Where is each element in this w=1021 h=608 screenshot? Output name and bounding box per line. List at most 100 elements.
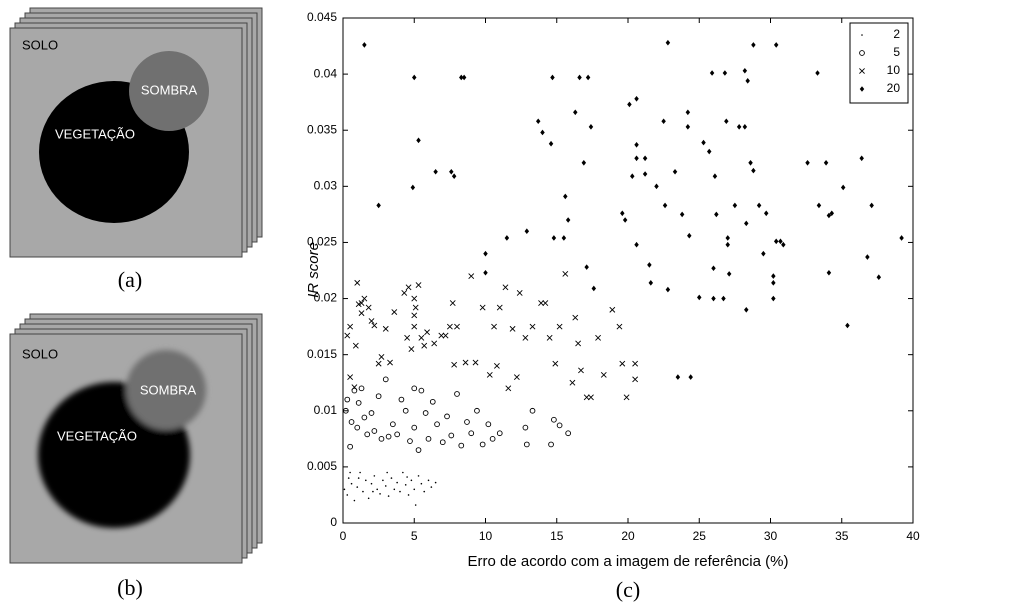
point [364, 431, 371, 438]
point [406, 476, 408, 478]
point [523, 441, 530, 448]
point [442, 332, 449, 339]
point [424, 329, 430, 336]
point [425, 435, 432, 442]
point [347, 374, 354, 381]
point [552, 360, 559, 367]
panel-label: (b) [117, 575, 143, 600]
point [343, 488, 346, 491]
legend-label: 10 [887, 63, 901, 77]
point [529, 407, 536, 414]
point [462, 359, 469, 366]
region-label: VEGETAÇÃO [55, 126, 135, 141]
point [347, 443, 353, 450]
point [354, 424, 361, 431]
point [378, 353, 385, 360]
point [431, 340, 438, 347]
point [361, 295, 368, 302]
point [572, 314, 579, 321]
point [376, 202, 381, 209]
shadow-shape [129, 51, 209, 131]
point [417, 475, 420, 477]
point [358, 300, 365, 306]
point [761, 250, 766, 257]
point [422, 410, 429, 416]
point [483, 250, 488, 257]
point [509, 325, 516, 332]
point [722, 70, 728, 76]
point [390, 477, 393, 479]
point [410, 184, 416, 191]
point [451, 173, 457, 180]
x-tick-label: 30 [764, 529, 778, 543]
point [679, 211, 685, 218]
point [384, 485, 387, 487]
point [454, 323, 460, 330]
y-axis-label: IR score [305, 242, 322, 298]
point [378, 435, 385, 442]
point [823, 159, 829, 166]
point [816, 202, 822, 209]
shadow-shape [126, 350, 206, 430]
point [538, 300, 544, 306]
panel-b: SOLO SOMBRA VEGETAÇÃO (b) [9, 313, 263, 600]
point [869, 202, 874, 209]
point [483, 269, 488, 276]
point [343, 407, 349, 414]
point [627, 101, 632, 108]
point [711, 295, 716, 302]
point [355, 400, 362, 406]
point [563, 193, 568, 200]
point [826, 212, 832, 219]
point [458, 442, 465, 449]
point [404, 334, 411, 341]
point [468, 430, 475, 437]
point [642, 171, 648, 177]
point [573, 109, 578, 116]
point [588, 124, 594, 130]
point [899, 235, 904, 241]
point [622, 217, 628, 223]
point [448, 432, 455, 439]
point [461, 74, 467, 81]
point [479, 304, 486, 311]
point [859, 155, 864, 162]
point [421, 342, 428, 349]
point [353, 499, 356, 502]
point [459, 74, 464, 81]
point [351, 384, 358, 391]
x-tick-label: 40 [906, 529, 920, 543]
point [344, 396, 351, 403]
point [438, 332, 445, 339]
point [357, 477, 360, 479]
point [712, 173, 718, 180]
point [365, 304, 372, 311]
x-tick-label: 15 [550, 529, 564, 543]
point [577, 74, 582, 81]
point [368, 318, 375, 324]
point [805, 159, 810, 166]
point [581, 159, 587, 166]
point [376, 488, 379, 491]
point [561, 235, 567, 241]
point [706, 148, 712, 155]
point [616, 323, 623, 330]
point [486, 371, 493, 378]
region-label: SOLO [22, 346, 58, 361]
point [407, 438, 413, 444]
point [385, 433, 392, 440]
point [375, 393, 382, 400]
point [423, 490, 426, 493]
point [348, 419, 355, 425]
y-tick-label: 0 [330, 515, 337, 529]
point [371, 428, 378, 434]
y-tick-label: 0.03 [314, 179, 338, 193]
point [449, 168, 454, 175]
point [404, 484, 407, 486]
point [411, 385, 418, 392]
point [583, 394, 590, 401]
point [781, 241, 786, 248]
point [748, 159, 753, 166]
point [516, 290, 523, 296]
